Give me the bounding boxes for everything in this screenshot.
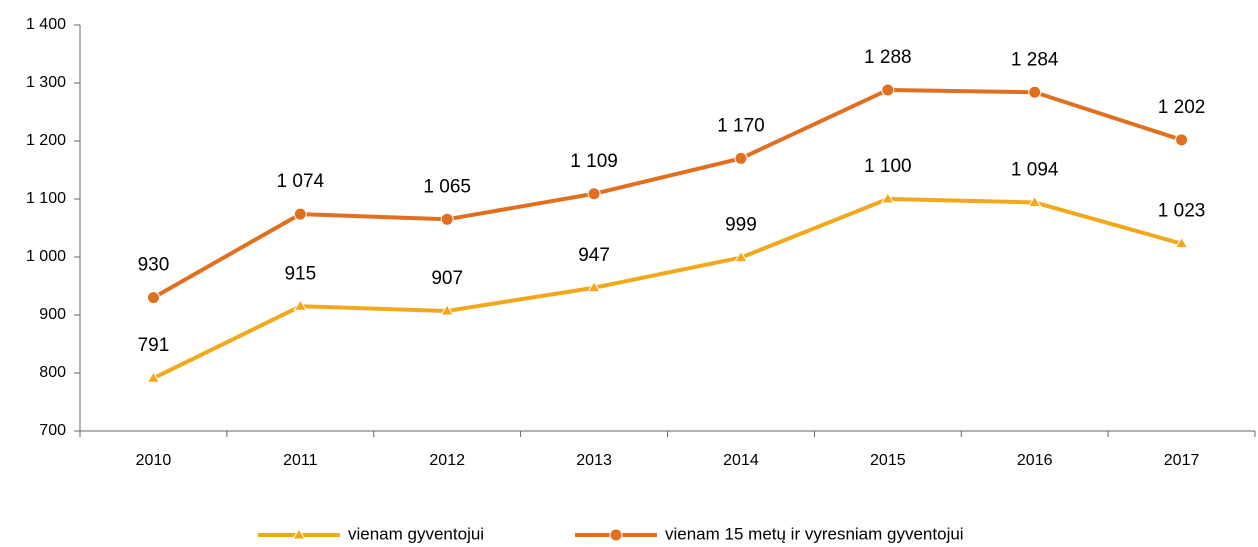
legend-label: vienam gyventojui — [348, 524, 484, 543]
data-label: 930 — [138, 255, 170, 276]
legend-marker — [292, 528, 306, 540]
x-tick-label: 2016 — [1017, 452, 1053, 469]
y-tick-label: 900 — [39, 306, 66, 323]
point — [440, 212, 454, 226]
point — [1027, 195, 1042, 207]
point — [146, 371, 161, 383]
x-tick-label: 2017 — [1164, 452, 1200, 469]
data-label: 1 094 — [1011, 159, 1059, 180]
x-tick-label: 2015 — [870, 452, 906, 469]
x-tick-label: 2011 — [283, 452, 318, 469]
data-label: 915 — [284, 263, 316, 284]
x-tick-label: 2010 — [136, 452, 172, 469]
data-label: 907 — [431, 268, 463, 289]
data-label: 791 — [138, 335, 170, 356]
data-label: 1 202 — [1158, 97, 1206, 118]
legend-marker — [609, 528, 623, 542]
point — [734, 151, 748, 165]
point — [440, 303, 455, 316]
point — [293, 207, 307, 221]
point — [587, 187, 601, 201]
point — [881, 83, 895, 97]
data-label: 1 023 — [1158, 201, 1206, 222]
series-line — [152, 87, 1183, 300]
legend-label: vienam 15 metų ir vyresniam gyventojui — [665, 524, 964, 543]
y-tick-label: 1 100 — [26, 190, 66, 207]
point — [880, 192, 895, 204]
point — [587, 280, 601, 293]
point — [1175, 133, 1189, 147]
y-tick-label: 1 200 — [26, 132, 66, 149]
x-tick-label: 2013 — [576, 452, 612, 469]
y-tick-label: 800 — [39, 364, 66, 381]
data-label: 1 170 — [717, 115, 765, 136]
y-tick-label: 1 300 — [26, 74, 66, 91]
data-label: 947 — [578, 245, 610, 266]
point — [293, 299, 308, 311]
point — [1174, 236, 1189, 249]
x-tick-label: 2014 — [723, 452, 759, 469]
data-label: 1 109 — [570, 151, 618, 172]
data-label: 1 284 — [1011, 49, 1059, 70]
y-tick-label: 1 400 — [26, 16, 66, 33]
point — [146, 291, 160, 305]
y-tick-label: 1 000 — [26, 248, 66, 265]
data-label: 1 100 — [864, 156, 912, 177]
data-label: 1 288 — [864, 47, 912, 68]
data-label: 1 065 — [423, 176, 471, 197]
point — [1028, 85, 1042, 99]
data-label: 1 074 — [277, 171, 325, 192]
series-line — [152, 197, 1183, 381]
point — [734, 250, 748, 263]
data-label: 999 — [725, 215, 757, 236]
y-tick-label: 700 — [39, 422, 66, 439]
x-tick-label: 2012 — [429, 452, 465, 469]
